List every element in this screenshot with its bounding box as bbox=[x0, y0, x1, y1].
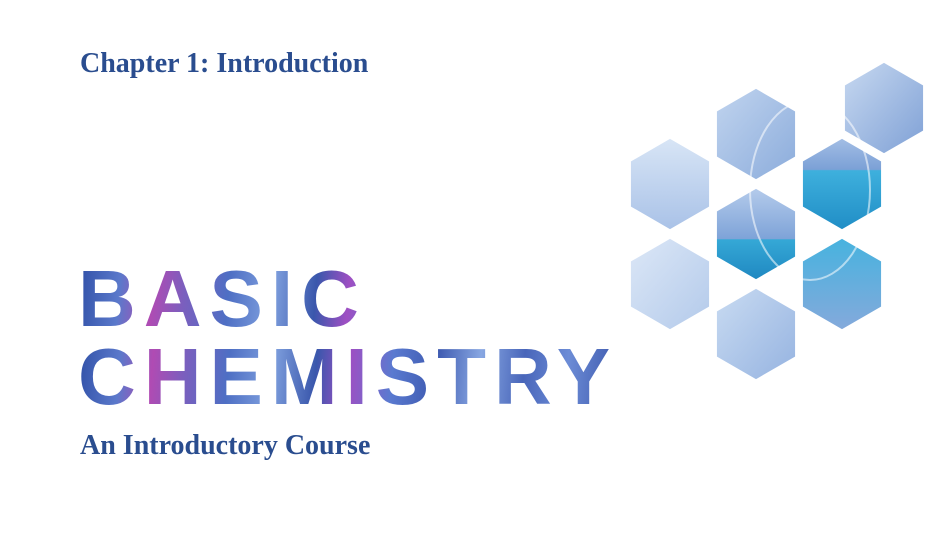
hexagon-art bbox=[490, 30, 950, 410]
hex-6 bbox=[714, 286, 797, 382]
slide: Chapter 1: Introduction BASIC CHEMISTRY … bbox=[0, 0, 950, 535]
hex-2 bbox=[714, 86, 797, 182]
subtitle: An Introductory Course bbox=[80, 430, 370, 462]
chapter-label: Chapter 1: Introduction bbox=[80, 48, 368, 80]
hex-5 bbox=[800, 236, 883, 332]
hex-1 bbox=[628, 136, 711, 232]
hex-4 bbox=[800, 136, 883, 232]
hexagon-svg bbox=[490, 30, 950, 410]
hex-7 bbox=[628, 236, 711, 332]
hex-3 bbox=[714, 186, 797, 282]
